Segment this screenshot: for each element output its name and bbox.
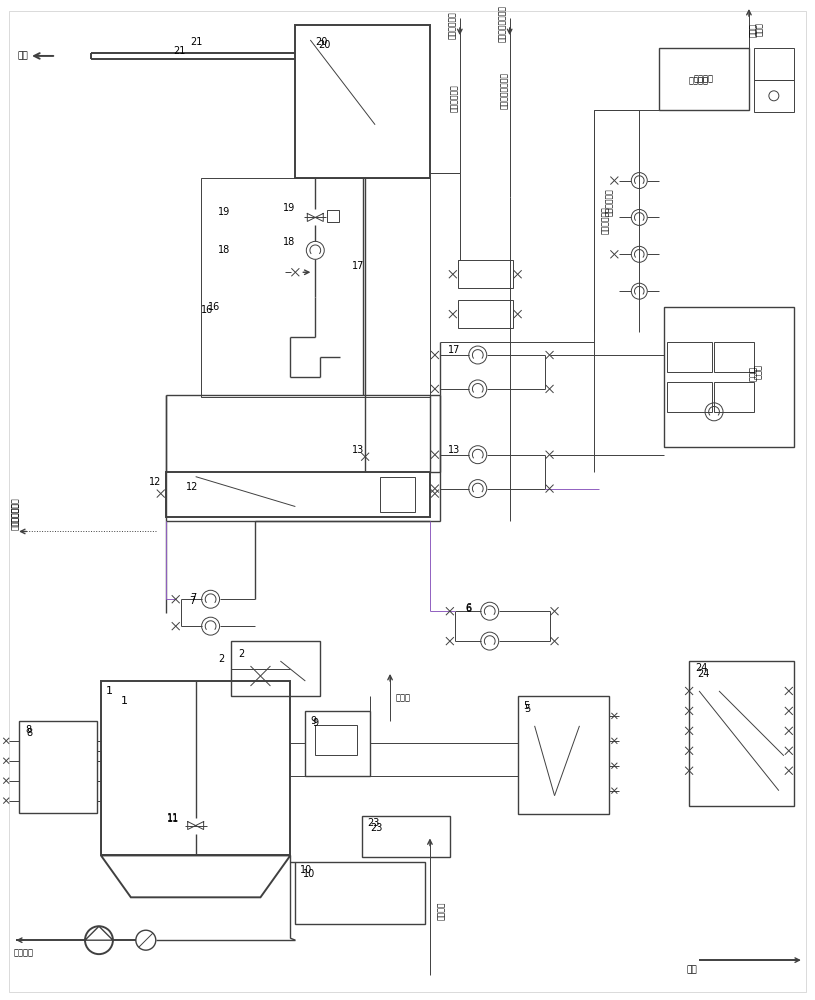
Text: 12: 12 [186,482,198,492]
Text: 废气: 废气 [18,51,29,60]
Text: 来自镀区冲洗废水: 来自镀区冲洗废水 [500,72,509,109]
Text: 7: 7 [191,593,196,603]
Text: 24: 24 [697,669,710,679]
Text: 17: 17 [447,345,460,355]
Text: 10: 10 [303,869,315,879]
Bar [165,472,430,517]
Bar [667,342,712,372]
Text: 7: 7 [189,596,196,606]
Bar [659,48,749,110]
Bar [200,178,430,397]
Text: 21: 21 [174,46,186,56]
Text: 16: 16 [201,305,214,315]
Text: 生活水: 生活水 [755,22,764,36]
Text: 再生酸去配槽: 再生酸去配槽 [11,498,20,525]
Text: 19: 19 [283,203,295,213]
Text: 压缩空气: 压缩空气 [437,901,446,920]
Text: 生活水: 生活水 [750,23,759,37]
Text: 13: 13 [352,445,364,455]
Text: 给泵水: 给泵水 [396,693,411,702]
Bar [101,681,290,855]
Text: 16: 16 [209,302,221,312]
Text: 18: 18 [218,245,231,255]
Text: 23: 23 [367,818,380,828]
Text: 17: 17 [352,261,364,271]
Text: 18: 18 [283,237,295,247]
Text: 废水去处理站: 废水去处理站 [605,189,614,216]
Text: 6: 6 [465,603,472,613]
Bar [667,382,712,412]
Text: 5: 5 [524,701,530,711]
Bar [458,300,513,328]
Bar [754,48,794,80]
Text: 24: 24 [695,663,707,673]
Text: 9: 9 [312,718,319,728]
Text: 来自镀区冲洗废水: 来自镀区冲洗废水 [498,5,507,42]
Text: 给水装置: 给水装置 [689,76,709,85]
Text: 8: 8 [26,728,33,738]
Bar [328,210,339,222]
Text: 1: 1 [121,696,128,706]
Text: 6: 6 [465,604,472,614]
Text: 再生酸去配槽: 再生酸去配槽 [11,503,20,530]
Text: 11: 11 [166,814,178,824]
Text: 19: 19 [218,207,231,217]
Bar [315,725,357,755]
Bar [714,342,754,372]
Text: 给水装置: 给水装置 [694,74,714,83]
Text: 清洁空气: 清洁空气 [13,949,33,958]
Bar [689,661,794,806]
Bar [380,477,415,512]
Bar [295,862,425,924]
Text: 废水池: 废水池 [750,366,759,381]
Bar [714,382,754,412]
Text: 9: 9 [311,716,316,726]
Text: 5: 5 [525,704,531,714]
Text: 23: 23 [370,823,382,833]
Text: 8: 8 [25,725,31,735]
Bar [295,25,430,178]
Bar [306,711,370,776]
Bar [458,260,513,288]
Bar [664,307,794,447]
Text: 酸贮罐排气管: 酸贮罐排气管 [448,11,457,39]
Text: 11: 11 [166,813,178,823]
Text: 12: 12 [149,477,161,487]
Text: 废酸: 废酸 [686,966,697,975]
Bar [518,696,610,814]
Text: 1: 1 [106,686,113,696]
Bar [754,80,794,112]
Bar [362,816,450,857]
Text: 2: 2 [218,654,225,664]
Text: 10: 10 [301,865,313,875]
Bar [20,721,97,813]
Text: 21: 21 [191,37,203,47]
Bar [231,641,320,696]
Text: 20: 20 [315,37,328,47]
Text: 酸贮罐排气管: 酸贮罐排气管 [451,84,460,112]
Text: 20: 20 [319,40,331,50]
Text: 13: 13 [447,445,460,455]
Text: 废水去处理站: 废水去处理站 [601,207,610,234]
Text: 废水池: 废水池 [755,364,764,379]
Text: 2: 2 [239,649,244,659]
